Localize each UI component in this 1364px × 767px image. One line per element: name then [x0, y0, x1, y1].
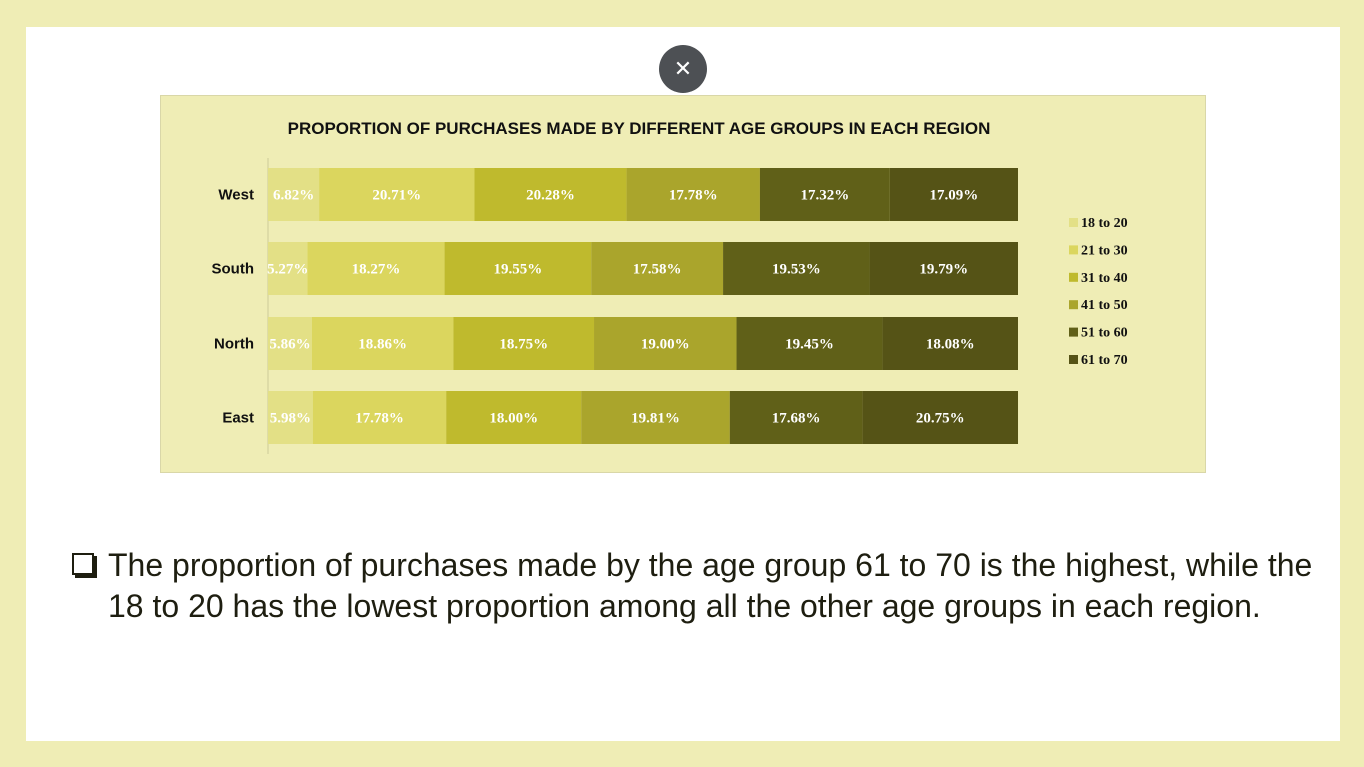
data-label-east-41-to-50: 19.81%: [631, 411, 680, 427]
close-button[interactable]: ✕: [659, 45, 707, 93]
bar-east-61-to-70: [862, 391, 1019, 444]
category-label-south: South: [212, 261, 255, 278]
legend-swatch-21-to-30: [1069, 245, 1078, 255]
data-label-west-18-to-20: 6.82%: [273, 188, 314, 204]
legend-label-18-to-20: 18 to 20: [1081, 216, 1128, 231]
bar-south-18-to-20: [268, 242, 308, 295]
legend-label-31-to-40: 31 to 40: [1081, 271, 1128, 286]
data-label-south-51-to-60: 19.53%: [772, 262, 821, 278]
data-label-south-41-to-50: 17.58%: [633, 262, 682, 278]
data-label-east-31-to-40: 18.00%: [489, 411, 538, 427]
legend-label-21-to-30: 21 to 30: [1081, 243, 1128, 258]
data-label-east-21-to-30: 17.78%: [355, 411, 404, 427]
legend-label-41-to-50: 41 to 50: [1081, 298, 1128, 313]
data-label-south-31-to-40: 19.55%: [494, 262, 543, 278]
legend: 18 to 20 21 to 30 31 to 40 41 to 50 51 to 60…: [1069, 216, 1128, 368]
bar-north-18-to-20: [268, 317, 312, 370]
bar-north-41-to-50: [594, 317, 737, 370]
bullet-text: The proportion of purchases made by the …: [108, 547, 1313, 624]
legend-label-61-to-70: 61 to 70: [1081, 353, 1128, 368]
bar-east-21-to-30: [312, 391, 447, 444]
data-label-west-51-to-60: 17.32%: [801, 188, 850, 204]
data-label-east-18-to-20: 5.98%: [270, 411, 311, 427]
category-label-north: North: [214, 336, 254, 353]
data-label-south-21-to-30: 18.27%: [352, 262, 401, 278]
legend-swatch-18-to-20: [1069, 218, 1078, 227]
data-label-east-51-to-60: 17.68%: [772, 411, 821, 427]
category-label-east: East: [222, 410, 254, 427]
bar-east-31-to-40: [446, 391, 582, 444]
bar-west-31-to-40: [474, 168, 627, 221]
data-label-north-51-to-60: 19.45%: [785, 337, 834, 353]
bar-north-31-to-40: [453, 317, 595, 370]
bar-west-51-to-60: [759, 168, 890, 221]
legend-label-51-to-60: 51 to 60: [1081, 326, 1128, 341]
bar-north-51-to-60: [736, 317, 883, 370]
data-label-west-31-to-40: 20.28%: [526, 188, 575, 204]
data-label-north-61-to-70: 18.08%: [926, 337, 975, 353]
bar-east-51-to-60: [729, 391, 863, 444]
legend-swatch-51-to-60: [1069, 327, 1078, 337]
data-label-south-18-to-20: 5.27%: [267, 262, 308, 278]
data-label-north-41-to-50: 19.00%: [641, 337, 690, 353]
bar-north-21-to-30: [311, 317, 454, 370]
category-label-west: West: [218, 187, 254, 204]
bar-west-41-to-50: [626, 168, 760, 221]
legend-swatch-41-to-50: [1069, 300, 1078, 310]
bar-east-41-to-50: [581, 391, 730, 444]
stacked-bar-chart: PROPORTION OF PURCHASES MADE BY DIFFEREN…: [212, 119, 1128, 454]
bar-west-21-to-30: [319, 168, 475, 221]
close-icon: ✕: [673, 56, 693, 82]
bar-south-51-to-60: [723, 242, 870, 295]
data-label-north-31-to-40: 18.75%: [499, 337, 548, 353]
data-label-north-18-to-20: 5.86%: [269, 337, 310, 353]
data-label-south-61-to-70: 19.79%: [919, 262, 968, 278]
data-label-east-61-to-70: 20.75%: [916, 411, 965, 427]
data-label-north-21-to-30: 18.86%: [358, 337, 407, 353]
bar-south-21-to-30: [307, 242, 445, 295]
data-label-west-61-to-70: 17.09%: [930, 188, 979, 204]
legend-swatch-31-to-40: [1069, 272, 1078, 282]
legend-swatch-61-to-70: [1069, 355, 1078, 364]
bar-south-61-to-70: [869, 242, 1018, 295]
bar-north-61-to-70: [882, 317, 1018, 370]
bar-south-41-to-50: [591, 242, 724, 295]
bar-west-61-to-70: [889, 168, 1018, 221]
checkbox-bullet-icon: [72, 553, 94, 575]
data-label-west-41-to-50: 17.78%: [669, 188, 718, 204]
chart-title: PROPORTION OF PURCHASES MADE BY DIFFEREN…: [288, 119, 991, 138]
bar-west-18-to-20: [268, 168, 320, 221]
bars-layer: West 6.82% 20.71% 20.28% 17.78% 17.32% 17.09% S…: [212, 168, 1019, 444]
bar-south-31-to-40: [444, 242, 592, 295]
bar-east-18-to-20: [268, 391, 313, 444]
data-label-west-21-to-30: 20.71%: [372, 188, 421, 204]
chart-area: PROPORTION OF PURCHASES MADE BY DIFFEREN…: [160, 95, 1206, 473]
